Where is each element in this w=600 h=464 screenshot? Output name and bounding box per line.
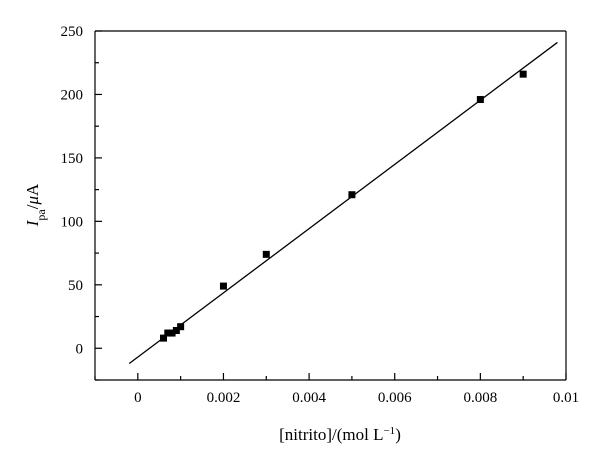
x-tick-label: 0.006 [378,390,412,406]
linear-fit-line [128,41,558,365]
y-tick-label: 150 [61,151,84,167]
y-tick-label: 200 [61,87,84,103]
y-axis-ticks: 0 50 100 150 200 250 [61,24,102,381]
y-tick-label: 100 [61,214,84,230]
y-tick-label: 50 [68,278,83,294]
x-tick-label: 0.01 [553,390,579,406]
fit-line-layer [128,41,558,365]
data-point [177,323,185,331]
x-tick-label: 0 [134,390,142,406]
y-tick-label: 0 [76,341,84,357]
x-axis-title: [nitrito]/(mol L−1) [279,425,401,444]
data-point [348,191,356,199]
x-tick-label: 0.004 [292,390,326,406]
y-tick-label: 250 [61,24,84,40]
plot-frame [94,30,567,381]
data-point [160,334,168,342]
data-point [519,70,527,78]
data-point [476,96,484,104]
data-point [172,327,180,335]
x-axis-ticks: 0 0.002 0.004 0.006 0.008 0.01 [94,373,579,406]
data-point [219,282,227,290]
x-tick-label: 0.008 [463,390,497,406]
y-axis-title: Ipa/μA [23,183,48,227]
data-point [262,250,270,258]
data-point [164,329,172,337]
data-point [168,329,176,337]
x-tick-label: 0.002 [207,390,241,406]
data-points [160,70,527,342]
